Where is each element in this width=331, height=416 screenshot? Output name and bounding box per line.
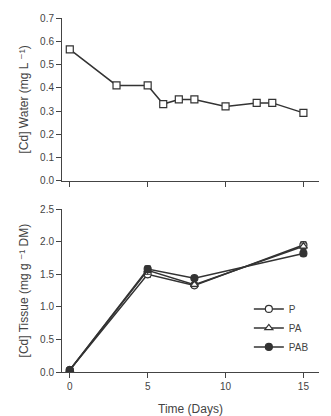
svg-text:0.0: 0.0 xyxy=(40,367,54,378)
svg-text:0: 0 xyxy=(67,381,73,392)
svg-text:2.0: 2.0 xyxy=(40,236,54,247)
svg-text:0.0: 0.0 xyxy=(40,175,54,186)
svg-text:0.7: 0.7 xyxy=(40,13,54,24)
svg-text:2.5: 2.5 xyxy=(40,204,54,215)
svg-text:0.5: 0.5 xyxy=(40,59,54,70)
svg-text:1.5: 1.5 xyxy=(40,269,54,280)
svg-text:1.0: 1.0 xyxy=(40,301,54,312)
svg-text:[Cd] Water (mg L ⁻¹): [Cd] Water (mg L ⁻¹) xyxy=(17,45,31,153)
svg-text:0.6: 0.6 xyxy=(40,36,54,47)
svg-text:Time (Days): Time (Days) xyxy=(158,402,223,416)
svg-text:15: 15 xyxy=(298,381,310,392)
svg-text:[Cd] Tissue (mg g ⁻¹ DM): [Cd] Tissue (mg g ⁻¹ DM) xyxy=(17,224,31,358)
svg-text:0.2: 0.2 xyxy=(40,129,54,140)
svg-text:0.1: 0.1 xyxy=(40,152,54,163)
svg-text:0.3: 0.3 xyxy=(40,106,54,117)
svg-text:5: 5 xyxy=(145,381,151,392)
svg-text:0.4: 0.4 xyxy=(40,82,54,93)
svg-text:10: 10 xyxy=(220,381,232,392)
svg-text:P: P xyxy=(289,304,296,315)
svg-text:0.5: 0.5 xyxy=(40,334,54,345)
svg-text:PAB: PAB xyxy=(289,342,309,353)
svg-text:PA: PA xyxy=(289,323,302,334)
